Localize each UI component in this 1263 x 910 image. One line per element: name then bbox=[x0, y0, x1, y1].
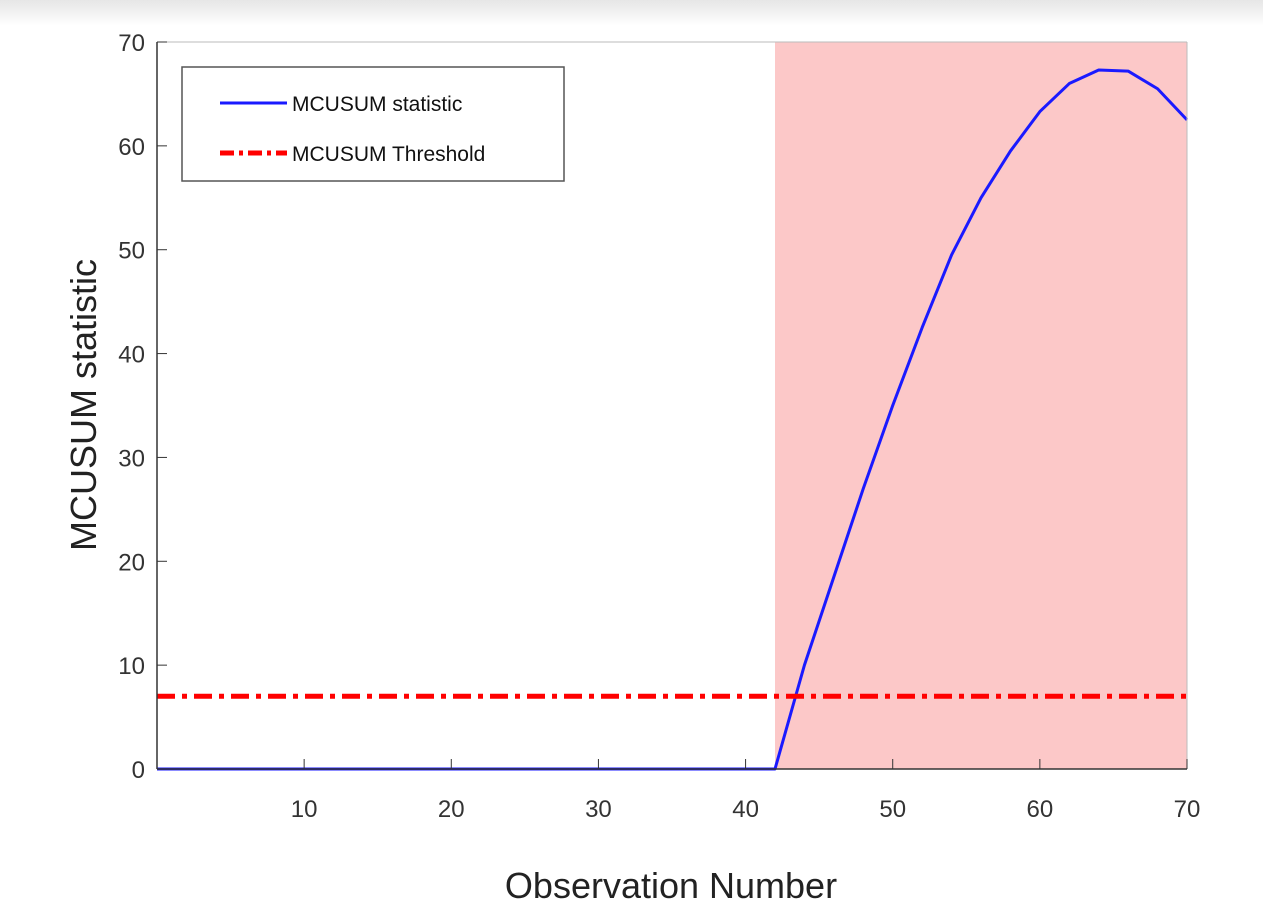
axes-layer bbox=[156, 41, 1188, 770]
anomaly-shaded-region bbox=[775, 42, 1187, 769]
y-tick-label: 60 bbox=[118, 134, 145, 161]
ticks-layer: 10 20 30 40 50 60 70 0 10 20 30 40 50 60 70 bbox=[118, 30, 1200, 823]
series-line-statistic bbox=[157, 68, 1189, 771]
x-tick-label: 10 bbox=[291, 796, 318, 823]
series-layer bbox=[157, 68, 1189, 771]
y-tick-label: 0 bbox=[132, 757, 145, 784]
legend-label-threshold: MCUSUM Threshold bbox=[292, 143, 485, 166]
top-shadow bbox=[0, 0, 1263, 26]
legend: MCUSUM statistic MCUSUM Threshold bbox=[181, 66, 565, 182]
x-tick-label: 50 bbox=[879, 796, 906, 823]
y-tick-label: 70 bbox=[118, 30, 145, 57]
y-axis-label: MCUSUM statistic bbox=[63, 259, 104, 551]
x-tick-label: 40 bbox=[732, 796, 759, 823]
y-tick-label: 50 bbox=[118, 238, 145, 265]
legend-label-statistic: MCUSUM statistic bbox=[292, 93, 462, 116]
x-tick-label: 60 bbox=[1027, 796, 1054, 823]
legend-box bbox=[181, 66, 565, 182]
x-tick-label: 30 bbox=[585, 796, 612, 823]
y-tick-label: 20 bbox=[118, 549, 145, 576]
x-axis-label: Observation Number bbox=[505, 865, 837, 906]
shaded-region-layer bbox=[775, 42, 1187, 769]
y-tick-label: 40 bbox=[118, 342, 145, 369]
y-tick-label: 10 bbox=[118, 653, 145, 680]
x-tick-label: 70 bbox=[1174, 796, 1201, 823]
y-tick-label: 30 bbox=[118, 445, 145, 472]
x-tick-label: 20 bbox=[438, 796, 465, 823]
